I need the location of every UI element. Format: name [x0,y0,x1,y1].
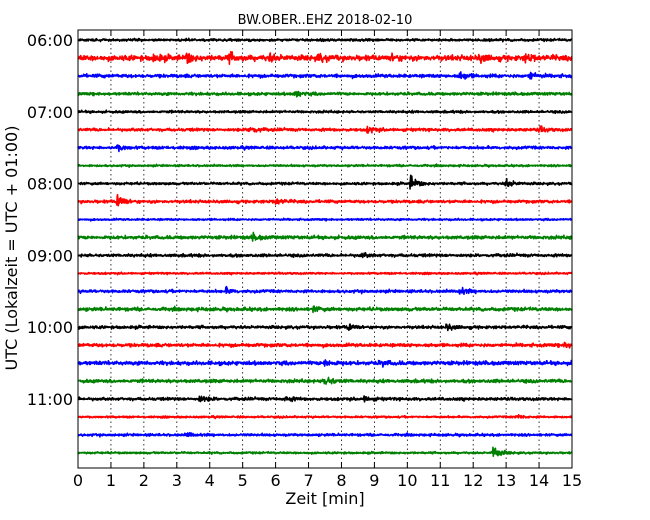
trace-0745 [77,163,573,169]
trace-0845 [77,231,573,242]
x-tick-label: 13 [496,471,516,490]
trace-0630 [77,71,573,80]
x-tick-label: 12 [463,471,483,490]
trace-1000 [77,323,573,332]
trace-0715 [77,125,573,134]
x-tick-label: 3 [172,471,182,490]
x-tick-label: 1 [106,471,116,490]
trace-0830 [77,217,573,222]
y-tick-label: 08:00 [27,175,73,194]
trace-1030 [77,359,573,368]
y-axis-ticks: 06:00 07:00 08:00 09:00 10:00 11:00 [27,31,572,409]
trace-0815 [77,193,573,207]
y-axis-label: UTC (Lokalzeit = UTC + 01:00) [2,126,21,371]
trace-1130 [77,431,573,438]
chart-title: BW.OBER..EHZ 2018-02-10 [238,13,413,28]
trace-0915 [77,271,573,276]
y-tick-label: 06:00 [27,31,73,50]
y-tick-label: 07:00 [27,103,73,122]
x-tick-label: 6 [271,471,281,490]
x-tick-label: 5 [238,471,248,490]
seismogram-traces [77,37,573,458]
x-tick-label: 0 [73,471,83,490]
y-tick-label: 10:00 [27,318,73,337]
trace-1045 [77,376,573,385]
x-tick-label: 14 [529,471,549,490]
x-tick-label: 11 [430,471,450,490]
x-tick-label: 10 [397,471,417,490]
x-tick-label: 9 [369,471,379,490]
trace-0930 [77,285,573,296]
trace-0900 [77,251,573,259]
trace-1100 [77,395,573,403]
trace-0615 [77,50,573,66]
x-axis-ticks: 0 1 2 3 4 5 6 7 8 9 10 11 12 13 14 15 [73,30,582,490]
trace-0645 [77,90,573,98]
plot-frame [77,29,573,469]
trace-0600 [77,37,573,43]
x-tick-label: 15 [562,471,582,490]
y-tick-label: 11:00 [27,390,73,409]
x-tick-label: 4 [205,471,215,490]
trace-1115 [77,413,573,420]
trace-0700 [77,109,573,115]
x-tick-label: 8 [336,471,346,490]
vertical-gridlines [110,30,540,468]
trace-0730 [77,144,573,153]
x-tick-label: 2 [139,471,149,490]
trace-0945 [77,305,573,314]
trace-1145 [77,446,573,458]
x-tick-label: 7 [303,471,313,490]
y-tick-label: 09:00 [27,246,73,265]
trace-1015 [77,341,573,349]
trace-0800 [77,174,573,190]
x-axis-label: Zeit [min] [285,489,364,508]
